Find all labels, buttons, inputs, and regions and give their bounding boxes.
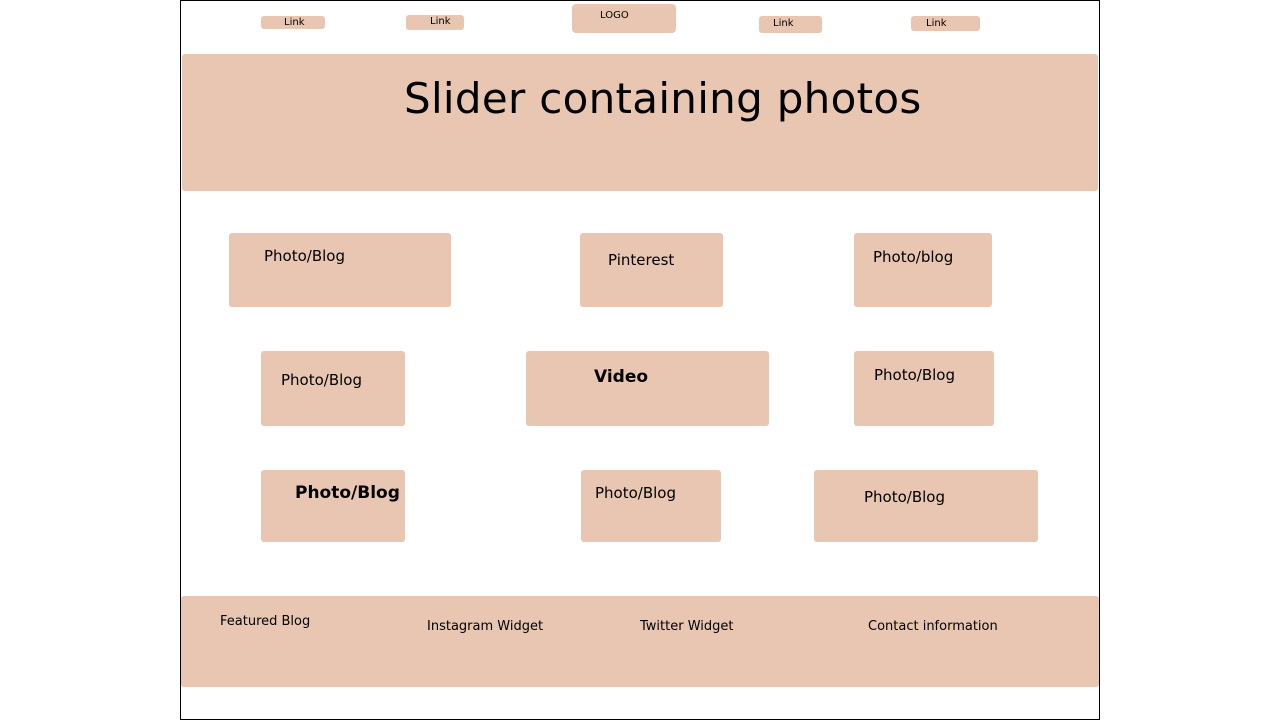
tile-photo-blog-3[interactable]: Photo/Blog [261, 351, 405, 426]
logo-label: LOGO [600, 10, 629, 21]
tile-label: Video [594, 367, 649, 387]
nav-link-3[interactable]: Link [759, 16, 822, 33]
footer-contact-information[interactable]: Contact information [868, 619, 998, 634]
tile-label: Photo/blog [873, 248, 954, 266]
tile-photo-blog-1[interactable]: Photo/Blog [229, 233, 451, 307]
tile-label: Photo/Blog [295, 483, 400, 503]
tile-label: Photo/Blog [264, 247, 345, 265]
photo-slider[interactable]: Slider containing photos [182, 54, 1098, 191]
nav-link-3-label: Link [773, 18, 794, 29]
footer-featured-blog[interactable]: Featured Blog [220, 614, 311, 629]
nav-link-1[interactable]: Link [261, 16, 325, 29]
nav-link-1-label: Link [284, 17, 305, 28]
tile-label: Pinterest [608, 251, 675, 269]
tile-label: Photo/Blog [874, 366, 955, 384]
slider-title: Slider containing photos [404, 74, 922, 123]
footer: Featured Blog Instagram Widget Twitter W… [181, 596, 1099, 687]
nav-link-4-label: Link [926, 18, 947, 29]
footer-twitter-widget[interactable]: Twitter Widget [640, 619, 734, 634]
tile-pinterest[interactable]: Pinterest [580, 233, 723, 307]
tile-photo-blog-7[interactable]: Photo/Blog [814, 470, 1038, 542]
tile-photo-blog-6[interactable]: Photo/Blog [581, 470, 721, 542]
footer-instagram-widget[interactable]: Instagram Widget [427, 619, 544, 634]
tile-label: Photo/Blog [864, 488, 945, 506]
tile-video[interactable]: Video [526, 351, 769, 426]
tile-photo-blog-5[interactable]: Photo/Blog [261, 470, 405, 542]
tile-label: Photo/Blog [595, 484, 676, 502]
logo[interactable]: LOGO [572, 4, 676, 33]
tile-photo-blog-2[interactable]: Photo/blog [854, 233, 992, 307]
nav-link-2-label: Link [430, 16, 451, 27]
nav-link-4[interactable]: Link [911, 16, 980, 31]
tile-label: Photo/Blog [281, 371, 362, 389]
nav-link-2[interactable]: Link [406, 15, 464, 30]
tile-photo-blog-4[interactable]: Photo/Blog [854, 351, 994, 426]
